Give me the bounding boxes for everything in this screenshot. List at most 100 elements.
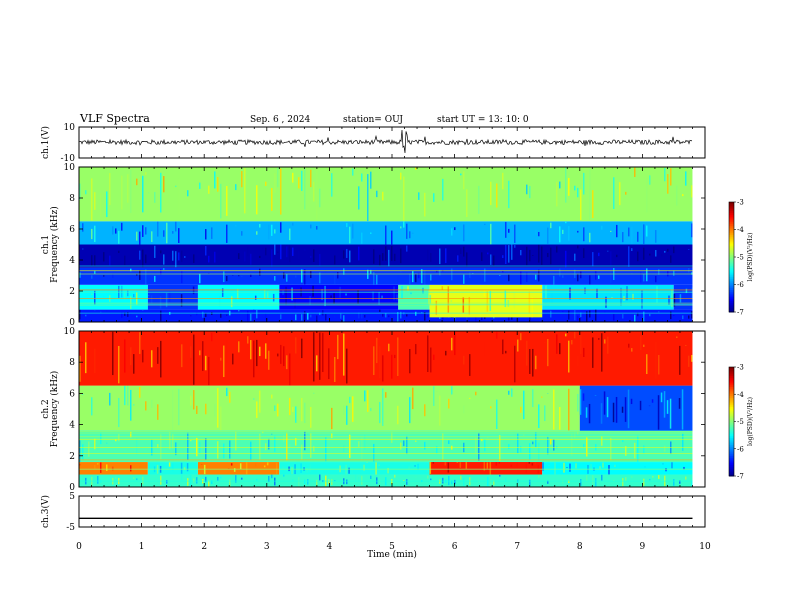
spectrogram-texture — [178, 228, 180, 244]
spectrogram-texture — [610, 230, 612, 232]
spectrogram-texture — [569, 287, 571, 300]
spectrogram-texture — [100, 311, 102, 313]
spectrogram-texture — [397, 275, 399, 284]
spectrogram-texture — [406, 223, 408, 239]
spectrogram-texture — [349, 226, 351, 244]
spectrogram-texture — [196, 477, 198, 484]
spectrogram-texture — [514, 345, 516, 383]
spectrogram-texture — [172, 434, 174, 449]
spectrogram-texture — [205, 403, 207, 415]
spectrogram-texture — [136, 273, 138, 276]
spectrogram-texture — [486, 462, 489, 469]
colorbar-segment — [729, 417, 734, 421]
spectrogram-texture — [304, 269, 306, 285]
spectrogram-texture — [397, 311, 399, 322]
spectrogram-texture — [115, 439, 117, 442]
spectrogram-texture — [457, 255, 459, 262]
spectrogram-texture — [547, 227, 549, 244]
colorbar-segment — [729, 271, 734, 274]
spectrogram-texture — [190, 440, 192, 442]
spectrogram-texture — [208, 272, 210, 274]
spectrogram-texture — [508, 390, 510, 395]
spectrogram-texture — [396, 294, 398, 301]
spectrogram-texture — [291, 467, 293, 475]
spectrogram-texture — [580, 189, 582, 220]
spectrogram-texture — [691, 272, 693, 275]
spectrogram-texture — [589, 275, 591, 285]
spectrogram-texture — [450, 300, 453, 302]
spectrogram-texture — [649, 313, 651, 317]
spectrogram-texture — [250, 253, 252, 265]
spectrogram-texture — [496, 183, 498, 208]
spectrogram-texture — [91, 178, 93, 221]
spectrogram-texture — [568, 254, 570, 264]
spectrogram-texture — [133, 403, 135, 406]
spectrogram-texture — [94, 290, 96, 305]
spectrogram-texture — [319, 332, 321, 380]
spectrogram-texture — [490, 479, 492, 486]
spectrogram-texture — [301, 269, 303, 283]
spectrogram-texture — [586, 437, 588, 457]
spectrogram-texture — [550, 310, 552, 318]
spectrogram-texture — [160, 269, 162, 275]
spectrogram-texture — [385, 392, 387, 398]
spectrogram-texture — [133, 354, 135, 374]
spectrogram-texture — [678, 397, 681, 409]
spectrogram-texture — [427, 249, 429, 262]
colorbar-segment — [729, 235, 734, 238]
spectrogram-texture — [532, 441, 534, 445]
x-tick-label: 6 — [452, 542, 458, 552]
spectrogram-texture — [508, 245, 510, 263]
spectrogram-band — [673, 284, 693, 310]
spectrogram-texture — [79, 440, 81, 462]
colorbar-segment — [729, 385, 734, 388]
spectrogram-texture — [493, 480, 495, 486]
spectrogram-texture — [183, 467, 186, 470]
spectrogram-texture — [619, 182, 621, 206]
spectrogram-texture — [295, 337, 297, 354]
spectrogram-texture — [310, 169, 312, 188]
spectrogram-texture — [466, 224, 468, 240]
spectrogram-texture — [415, 274, 417, 283]
spectrogram-texture — [118, 345, 120, 384]
colorbar-segment — [729, 207, 734, 210]
spectrogram-texture — [343, 333, 345, 376]
spectrogram-texture — [613, 314, 615, 321]
spectrogram-texture — [361, 232, 363, 244]
colorbar-segment — [729, 368, 734, 372]
spectrogram-texture — [514, 224, 516, 243]
spectrogram-texture — [646, 268, 648, 282]
spectrogram-texture — [217, 441, 219, 459]
spectrogram-texture — [233, 468, 236, 472]
ch1-colorbar: -3 -4 -5 -6 -7 log(PSD)(V²/Hz) — [728, 199, 754, 317]
spectrogram-texture — [631, 226, 633, 245]
spectrogram-texture — [187, 190, 189, 197]
colorbar-segment — [729, 412, 734, 415]
spectrogram-texture — [130, 170, 132, 213]
spectrogram-texture — [409, 397, 411, 424]
spectrogram-texture — [286, 274, 288, 282]
spectrogram-texture — [666, 400, 669, 414]
spectrogram-texture — [574, 309, 576, 321]
spectrogram-texture — [596, 288, 598, 299]
spectrogram-texture — [319, 272, 321, 284]
spectrogram-texture — [442, 433, 444, 460]
colorbar-segment — [729, 399, 734, 403]
spectrogram-texture — [611, 297, 613, 298]
spectrogram-texture — [475, 314, 477, 322]
spectrogram-texture — [656, 286, 658, 303]
spectrogram-texture — [526, 246, 528, 266]
spectrogram-texture — [235, 224, 237, 227]
spectrogram-texture — [94, 438, 96, 450]
spectrogram-texture — [205, 229, 207, 240]
spectrogram-texture — [529, 186, 531, 199]
spectrogram-texture — [256, 231, 258, 235]
colorbar-segment — [729, 405, 734, 408]
x-tick-label: 4 — [327, 542, 333, 552]
spectrogram-texture — [82, 394, 84, 395]
spectrogram-texture — [178, 252, 180, 261]
spectrogram-texture — [436, 391, 438, 392]
colorbar-segment — [729, 450, 734, 453]
spectrogram-texture — [187, 432, 189, 460]
spectrogram-texture — [640, 271, 642, 283]
